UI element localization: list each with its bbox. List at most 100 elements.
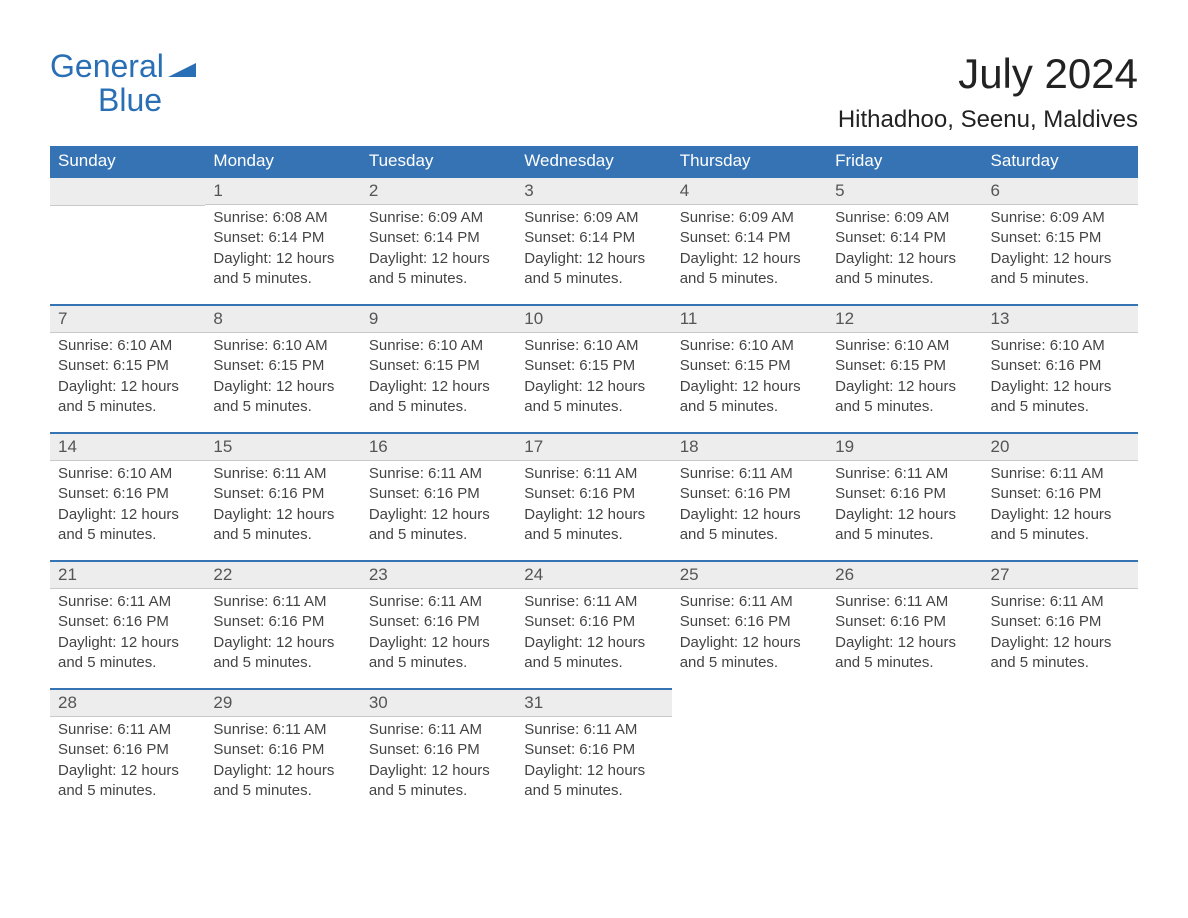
sunrise-text: Sunrise: 6:10 AM (524, 336, 663, 356)
calendar-week-row: 14Sunrise: 6:10 AMSunset: 6:16 PMDayligh… (50, 432, 1138, 560)
sunset-text: Sunset: 6:15 PM (213, 356, 352, 376)
daylight-text: Daylight: 12 hours and 5 minutes. (680, 505, 819, 546)
day-number: 22 (205, 560, 360, 589)
calendar-day-cell: 7Sunrise: 6:10 AMSunset: 6:15 PMDaylight… (50, 304, 205, 432)
daylight-text: Daylight: 12 hours and 5 minutes. (680, 377, 819, 418)
sunrise-text: Sunrise: 6:10 AM (58, 336, 197, 356)
daylight-text: Daylight: 12 hours and 5 minutes. (369, 633, 508, 674)
day-number: 25 (672, 560, 827, 589)
day-number: 26 (827, 560, 982, 589)
daylight-text: Daylight: 12 hours and 5 minutes. (58, 761, 197, 802)
day-number: 30 (361, 688, 516, 717)
sunset-text: Sunset: 6:15 PM (680, 356, 819, 376)
day-details: Sunrise: 6:10 AMSunset: 6:15 PMDaylight:… (50, 333, 205, 423)
day-number: 17 (516, 432, 671, 461)
day-details: Sunrise: 6:10 AMSunset: 6:15 PMDaylight:… (827, 333, 982, 423)
day-details: Sunrise: 6:11 AMSunset: 6:16 PMDaylight:… (983, 461, 1138, 551)
day-number: 31 (516, 688, 671, 717)
calendar-header-row: Sunday Monday Tuesday Wednesday Thursday… (50, 146, 1138, 176)
sunrise-text: Sunrise: 6:10 AM (835, 336, 974, 356)
weekday-header: Tuesday (361, 146, 516, 176)
calendar-week-row: 7Sunrise: 6:10 AMSunset: 6:15 PMDaylight… (50, 304, 1138, 432)
calendar-day-cell: 21Sunrise: 6:11 AMSunset: 6:16 PMDayligh… (50, 560, 205, 688)
sunrise-text: Sunrise: 6:11 AM (213, 464, 352, 484)
day-details: Sunrise: 6:11 AMSunset: 6:16 PMDaylight:… (361, 589, 516, 679)
sunrise-text: Sunrise: 6:08 AM (213, 208, 352, 228)
day-number: 27 (983, 560, 1138, 589)
day-number: 23 (361, 560, 516, 589)
calendar-day-cell (672, 688, 827, 816)
day-number: 20 (983, 432, 1138, 461)
sunset-text: Sunset: 6:14 PM (369, 228, 508, 248)
daylight-text: Daylight: 12 hours and 5 minutes. (58, 633, 197, 674)
day-number: 15 (205, 432, 360, 461)
sunset-text: Sunset: 6:15 PM (524, 356, 663, 376)
sunrise-text: Sunrise: 6:11 AM (524, 592, 663, 612)
sunrise-text: Sunrise: 6:11 AM (369, 592, 508, 612)
day-details: Sunrise: 6:09 AMSunset: 6:15 PMDaylight:… (983, 205, 1138, 295)
day-details: Sunrise: 6:11 AMSunset: 6:16 PMDaylight:… (516, 589, 671, 679)
day-number: 16 (361, 432, 516, 461)
brand-logo: General Blue (50, 50, 196, 117)
daylight-text: Daylight: 12 hours and 5 minutes. (991, 377, 1130, 418)
day-number: 28 (50, 688, 205, 717)
brand-bottom-text: Blue (50, 84, 196, 118)
sunset-text: Sunset: 6:16 PM (680, 484, 819, 504)
sunset-text: Sunset: 6:14 PM (680, 228, 819, 248)
daylight-text: Daylight: 12 hours and 5 minutes. (680, 633, 819, 674)
weekday-header: Monday (205, 146, 360, 176)
sunrise-text: Sunrise: 6:11 AM (524, 464, 663, 484)
day-number: 2 (361, 176, 516, 205)
day-number: 11 (672, 304, 827, 333)
day-number: 9 (361, 304, 516, 333)
day-number: 21 (50, 560, 205, 589)
daylight-text: Daylight: 12 hours and 5 minutes. (369, 249, 508, 290)
day-number-empty (50, 176, 205, 206)
sunset-text: Sunset: 6:15 PM (991, 228, 1130, 248)
daylight-text: Daylight: 12 hours and 5 minutes. (369, 377, 508, 418)
sunset-text: Sunset: 6:15 PM (369, 356, 508, 376)
sunset-text: Sunset: 6:15 PM (835, 356, 974, 376)
sunrise-text: Sunrise: 6:10 AM (58, 464, 197, 484)
sunrise-text: Sunrise: 6:11 AM (835, 592, 974, 612)
sunrise-text: Sunrise: 6:10 AM (213, 336, 352, 356)
sunrise-text: Sunrise: 6:11 AM (991, 464, 1130, 484)
day-number: 12 (827, 304, 982, 333)
day-details: Sunrise: 6:11 AMSunset: 6:16 PMDaylight:… (516, 717, 671, 807)
sunset-text: Sunset: 6:16 PM (991, 484, 1130, 504)
sunset-text: Sunset: 6:16 PM (213, 740, 352, 760)
sunrise-text: Sunrise: 6:11 AM (369, 464, 508, 484)
day-number: 7 (50, 304, 205, 333)
sunset-text: Sunset: 6:16 PM (991, 612, 1130, 632)
calendar-day-cell: 20Sunrise: 6:11 AMSunset: 6:16 PMDayligh… (983, 432, 1138, 560)
calendar-day-cell: 31Sunrise: 6:11 AMSunset: 6:16 PMDayligh… (516, 688, 671, 816)
day-details: Sunrise: 6:10 AMSunset: 6:16 PMDaylight:… (50, 461, 205, 551)
day-number: 10 (516, 304, 671, 333)
day-details: Sunrise: 6:11 AMSunset: 6:16 PMDaylight:… (205, 717, 360, 807)
sunrise-text: Sunrise: 6:11 AM (369, 720, 508, 740)
sunrise-text: Sunrise: 6:11 AM (213, 592, 352, 612)
calendar-day-cell: 22Sunrise: 6:11 AMSunset: 6:16 PMDayligh… (205, 560, 360, 688)
day-details: Sunrise: 6:10 AMSunset: 6:15 PMDaylight:… (205, 333, 360, 423)
calendar-day-cell: 29Sunrise: 6:11 AMSunset: 6:16 PMDayligh… (205, 688, 360, 816)
day-number: 18 (672, 432, 827, 461)
sunrise-text: Sunrise: 6:11 AM (835, 464, 974, 484)
sunset-text: Sunset: 6:16 PM (835, 612, 974, 632)
daylight-text: Daylight: 12 hours and 5 minutes. (369, 505, 508, 546)
day-details: Sunrise: 6:11 AMSunset: 6:16 PMDaylight:… (50, 589, 205, 679)
day-details: Sunrise: 6:11 AMSunset: 6:16 PMDaylight:… (361, 717, 516, 807)
day-details: Sunrise: 6:09 AMSunset: 6:14 PMDaylight:… (672, 205, 827, 295)
calendar-day-cell: 4Sunrise: 6:09 AMSunset: 6:14 PMDaylight… (672, 176, 827, 304)
calendar-body: 1Sunrise: 6:08 AMSunset: 6:14 PMDaylight… (50, 176, 1138, 816)
day-details: Sunrise: 6:11 AMSunset: 6:16 PMDaylight:… (205, 589, 360, 679)
sunset-text: Sunset: 6:14 PM (524, 228, 663, 248)
daylight-text: Daylight: 12 hours and 5 minutes. (991, 505, 1130, 546)
day-number: 5 (827, 176, 982, 205)
day-number: 6 (983, 176, 1138, 205)
sunrise-text: Sunrise: 6:11 AM (991, 592, 1130, 612)
sunrise-text: Sunrise: 6:09 AM (524, 208, 663, 228)
weekday-header: Saturday (983, 146, 1138, 176)
calendar-day-cell: 30Sunrise: 6:11 AMSunset: 6:16 PMDayligh… (361, 688, 516, 816)
daylight-text: Daylight: 12 hours and 5 minutes. (991, 249, 1130, 290)
sunset-text: Sunset: 6:16 PM (680, 612, 819, 632)
